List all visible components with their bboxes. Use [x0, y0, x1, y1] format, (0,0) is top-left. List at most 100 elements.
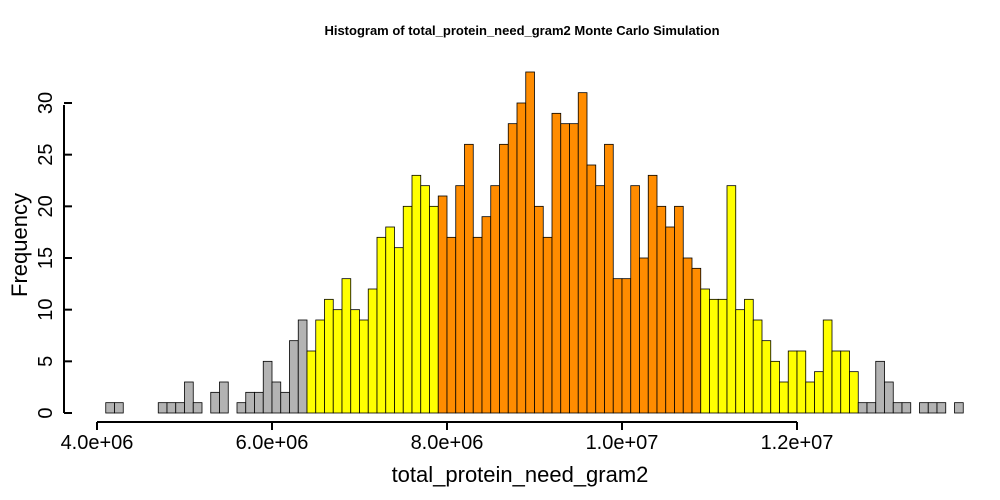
y-ticks-group: 0 5 10 15 20 25 30 [35, 92, 72, 419]
histogram-bar [954, 402, 964, 414]
histogram-bar [787, 350, 798, 414]
histogram-bar [280, 391, 290, 414]
histogram-bar [639, 257, 649, 414]
histogram-bar [481, 216, 492, 414]
histogram-bar [394, 247, 404, 414]
histogram-bar [586, 164, 597, 414]
histogram-bar [551, 112, 562, 414]
histogram-bar [752, 319, 763, 414]
histogram-bar [674, 205, 684, 414]
histogram-bar [822, 319, 833, 414]
histogram-bar [849, 371, 859, 414]
histogram-bar [166, 402, 177, 414]
histogram-bar [709, 298, 719, 414]
y-tick-label: 0 [35, 407, 57, 418]
histogram-bar [297, 319, 308, 414]
histogram-bar [367, 288, 378, 414]
histogram-bar [464, 143, 474, 414]
histogram-bar [814, 371, 824, 414]
histogram-bar [831, 350, 842, 414]
x-tick-label: 1.0e+07 [586, 432, 659, 454]
histogram-bar [796, 350, 807, 414]
histogram-bar [735, 309, 745, 414]
histogram-bar [254, 391, 264, 414]
histogram-bar [446, 236, 457, 414]
histogram-bar [604, 143, 614, 414]
histogram-bar [429, 205, 439, 414]
histogram-bar [542, 236, 553, 414]
histogram-bar [437, 195, 448, 414]
y-tick-label: 20 [35, 195, 57, 217]
histogram-bar [901, 402, 912, 414]
histogram-bar [157, 402, 168, 414]
histogram-bar [105, 402, 115, 414]
x-tick-label: 4.0e+06 [61, 432, 134, 454]
histogram-bar [184, 381, 194, 414]
histogram-bar [691, 267, 702, 414]
y-axis-label: Frequency [7, 193, 32, 297]
x-tick-label: 1.2e+07 [761, 432, 834, 454]
histogram-bar [376, 236, 387, 414]
histogram-bar [700, 288, 710, 414]
y-tick-label: 15 [35, 247, 57, 269]
histogram-bar [411, 174, 422, 414]
histogram-bar [892, 402, 903, 414]
histogram-bar [560, 123, 570, 414]
histogram-bar [612, 278, 623, 414]
histogram-bar [805, 381, 815, 414]
histogram-bar [219, 381, 229, 414]
histogram-bar [875, 360, 885, 414]
histogram-bar [665, 226, 675, 414]
histogram-bar [332, 309, 343, 414]
histogram-bar [262, 360, 273, 414]
histogram-bar [402, 205, 413, 414]
histogram-bar [350, 309, 360, 414]
histogram-bar [324, 298, 334, 414]
histogram-bar [472, 236, 483, 414]
histogram-bar [682, 257, 693, 414]
histogram-bar [577, 92, 588, 414]
x-tick-label: 8.0e+06 [411, 432, 484, 454]
histogram-bar [507, 123, 518, 414]
histogram-bar [516, 102, 527, 414]
x-axis-label: total_protein_need_gram2 [392, 462, 649, 487]
histogram-bar [866, 402, 877, 414]
histogram-bar [499, 143, 509, 414]
histogram-bar [857, 402, 868, 414]
histogram-bar [490, 185, 500, 414]
histogram-bar [455, 185, 465, 414]
histogram-bar [534, 205, 544, 414]
histogram-bar [306, 350, 317, 414]
y-tick-label: 10 [35, 299, 57, 321]
x-tick-label: 6.0e+06 [236, 432, 309, 454]
histogram-bar [744, 298, 754, 414]
histogram-bar [595, 185, 605, 414]
histogram-bar [175, 402, 185, 414]
histogram-bar [840, 350, 850, 414]
histogram-bar [385, 226, 395, 414]
histogram-bar [927, 402, 938, 414]
histogram-bar [761, 340, 772, 414]
histogram-bar [210, 391, 220, 414]
histogram-bar [420, 185, 430, 414]
histogram-bar [525, 71, 535, 414]
histogram-bar [919, 402, 929, 414]
histogram-bar [621, 278, 632, 414]
histogram-bar [569, 123, 579, 414]
y-tick-label: 30 [35, 92, 57, 114]
histogram-bar [779, 381, 789, 414]
x-ticks-group: 4.0e+06 6.0e+06 8.0e+06 1.0e+07 1.2e+07 [61, 422, 834, 454]
y-tick-label: 25 [35, 144, 57, 166]
histogram-bar [245, 391, 255, 414]
histogram-bar [192, 402, 203, 414]
histogram-bar [236, 402, 247, 414]
histogram-bar [114, 402, 124, 414]
histogram-bar [341, 278, 352, 414]
histogram-bar [717, 298, 728, 414]
y-tick-label: 5 [35, 356, 57, 367]
histogram-bar [271, 381, 282, 414]
bars-group [105, 71, 964, 414]
histogram-bar [359, 319, 369, 414]
histogram-bar [726, 185, 737, 414]
